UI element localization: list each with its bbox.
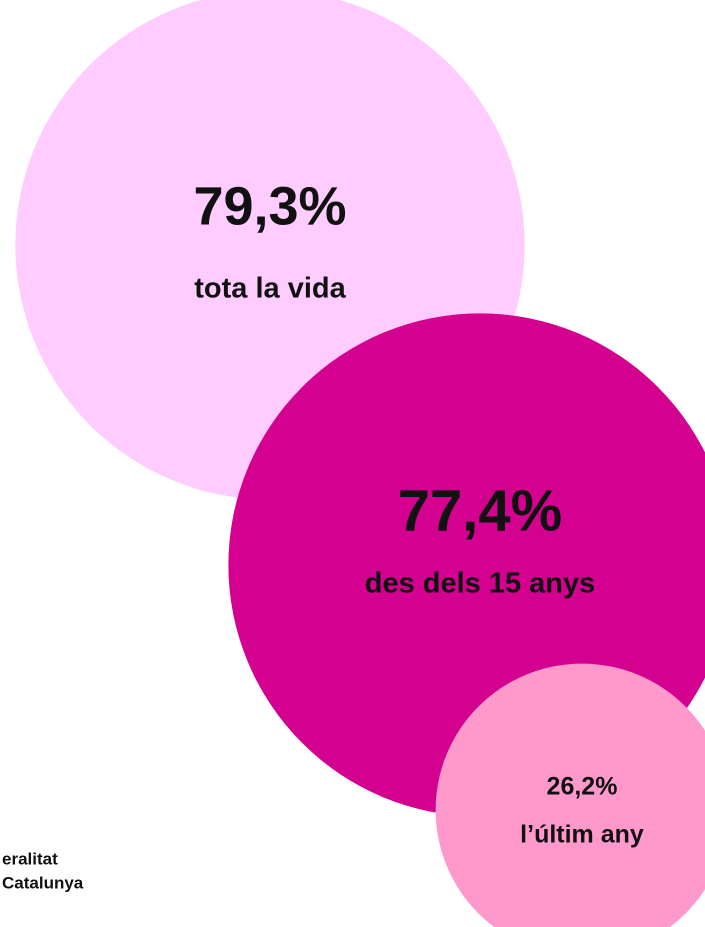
category-label: des dels 15 anys	[365, 568, 596, 600]
category-label: tota la vida	[194, 273, 346, 305]
category-label: l’últim any	[520, 821, 644, 849]
value-label: 77,4%	[398, 478, 562, 543]
bubble	[435, 663, 705, 927]
logo-text: eralitat	[2, 849, 58, 868]
value-label: 26,2%	[547, 773, 618, 801]
logo: eralitat Catalunya	[2, 849, 84, 892]
logo-text: Catalunya	[2, 873, 84, 892]
value-label: 79,3%	[193, 176, 346, 236]
